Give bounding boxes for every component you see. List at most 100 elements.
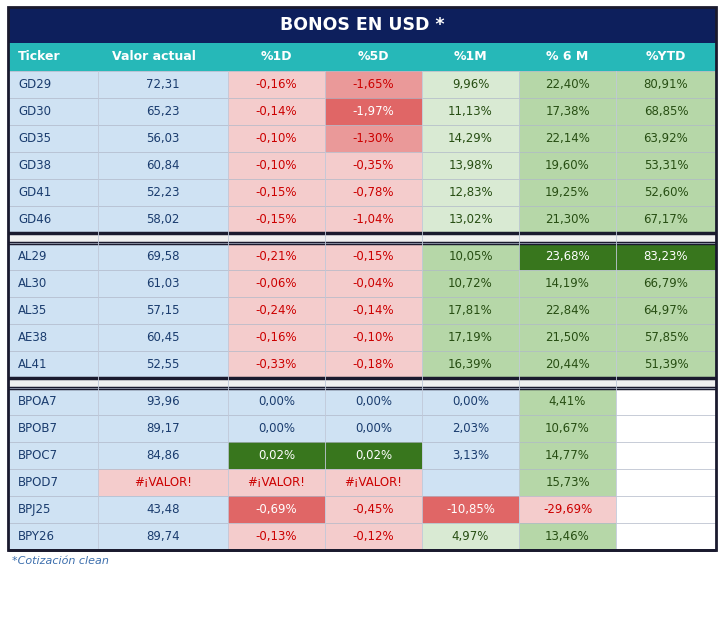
Bar	[8, 125, 716, 152]
Bar	[616, 243, 716, 270]
Bar	[519, 523, 616, 550]
Text: 11,13%: 11,13%	[448, 105, 493, 118]
Bar	[98, 469, 228, 496]
Text: Valor actual: Valor actual	[112, 50, 196, 63]
Bar	[519, 243, 616, 270]
Bar	[8, 388, 716, 415]
Bar	[616, 496, 716, 523]
Bar	[616, 324, 716, 351]
Text: 52,60%: 52,60%	[644, 186, 689, 199]
Bar	[616, 297, 716, 324]
Text: 17,38%: 17,38%	[545, 105, 590, 118]
Bar	[8, 206, 716, 233]
Text: 22,40%: 22,40%	[545, 78, 590, 91]
Bar	[8, 179, 716, 206]
Text: 0,00%: 0,00%	[258, 422, 295, 435]
Text: -0,06%: -0,06%	[256, 277, 298, 290]
Text: 12,83%: 12,83%	[448, 186, 493, 199]
Text: 14,19%: 14,19%	[545, 277, 590, 290]
Text: 93,96: 93,96	[146, 395, 180, 408]
Bar	[422, 152, 519, 179]
Text: -0,10%: -0,10%	[256, 132, 298, 145]
Bar	[519, 442, 616, 469]
Bar	[519, 469, 616, 496]
Bar	[8, 71, 716, 98]
Text: 21,30%: 21,30%	[545, 213, 590, 226]
Bar	[422, 243, 519, 270]
Text: 52,55: 52,55	[146, 358, 180, 371]
Bar	[228, 324, 325, 351]
Text: 72,31: 72,31	[146, 78, 180, 91]
Text: -1,97%: -1,97%	[353, 105, 395, 118]
Text: 60,84: 60,84	[146, 159, 180, 172]
Text: 83,23%: 83,23%	[644, 250, 689, 263]
Bar	[8, 324, 716, 351]
Text: GD29: GD29	[18, 78, 51, 91]
Bar	[422, 324, 519, 351]
Bar	[228, 179, 325, 206]
Text: BPOA7: BPOA7	[18, 395, 58, 408]
Bar	[422, 351, 519, 378]
Bar	[519, 324, 616, 351]
Bar	[519, 152, 616, 179]
Text: AL29: AL29	[18, 250, 48, 263]
Bar	[422, 206, 519, 233]
Text: 20,44%: 20,44%	[545, 358, 590, 371]
Bar	[8, 152, 716, 179]
Bar	[422, 179, 519, 206]
Bar	[616, 351, 716, 378]
Text: 15,73%: 15,73%	[545, 476, 590, 489]
Bar	[228, 442, 325, 469]
Bar	[616, 125, 716, 152]
Bar	[519, 297, 616, 324]
Text: -0,78%: -0,78%	[353, 186, 395, 199]
Text: -0,33%: -0,33%	[256, 358, 297, 371]
Bar	[325, 125, 422, 152]
Text: 51,39%: 51,39%	[644, 358, 689, 371]
Text: 56,03: 56,03	[146, 132, 180, 145]
Text: -0,21%: -0,21%	[256, 250, 298, 263]
Text: 69,58: 69,58	[146, 250, 180, 263]
Bar	[616, 442, 716, 469]
Bar	[616, 523, 716, 550]
Text: 60,45: 60,45	[146, 331, 180, 344]
Text: 43,48: 43,48	[146, 503, 180, 516]
Text: -0,45%: -0,45%	[353, 503, 395, 516]
Bar	[8, 297, 716, 324]
Text: %1M: %1M	[454, 50, 487, 63]
Text: 64,97%: 64,97%	[644, 304, 689, 317]
Bar	[8, 233, 716, 243]
Text: 57,15: 57,15	[146, 304, 180, 317]
Text: % 6 M: % 6 M	[547, 50, 589, 63]
Text: -0,35%: -0,35%	[353, 159, 394, 172]
Text: GD38: GD38	[18, 159, 51, 172]
Text: 14,77%: 14,77%	[545, 449, 590, 462]
Text: 84,86: 84,86	[146, 449, 180, 462]
Text: -1,04%: -1,04%	[353, 213, 395, 226]
Bar	[228, 98, 325, 125]
Bar	[422, 297, 519, 324]
Text: 4,97%: 4,97%	[452, 530, 489, 543]
Text: BPJ25: BPJ25	[18, 503, 51, 516]
Bar	[422, 71, 519, 98]
Bar	[616, 206, 716, 233]
Text: GD35: GD35	[18, 132, 51, 145]
Text: GD30: GD30	[18, 105, 51, 118]
Bar	[616, 388, 716, 415]
Text: -10,85%: -10,85%	[446, 503, 495, 516]
Text: -0,15%: -0,15%	[353, 250, 395, 263]
Bar	[228, 297, 325, 324]
Text: Ticker: Ticker	[18, 50, 61, 63]
Bar	[519, 415, 616, 442]
Text: 89,17: 89,17	[146, 422, 180, 435]
Text: 67,17%: 67,17%	[644, 213, 689, 226]
Bar	[325, 324, 422, 351]
Text: GD46: GD46	[18, 213, 51, 226]
Text: 0,02%: 0,02%	[258, 449, 295, 462]
Bar	[325, 523, 422, 550]
Text: -0,16%: -0,16%	[256, 331, 298, 344]
Text: 13,02%: 13,02%	[448, 213, 493, 226]
Text: 13,98%: 13,98%	[448, 159, 493, 172]
Bar	[616, 415, 716, 442]
Text: 21,50%: 21,50%	[545, 331, 590, 344]
